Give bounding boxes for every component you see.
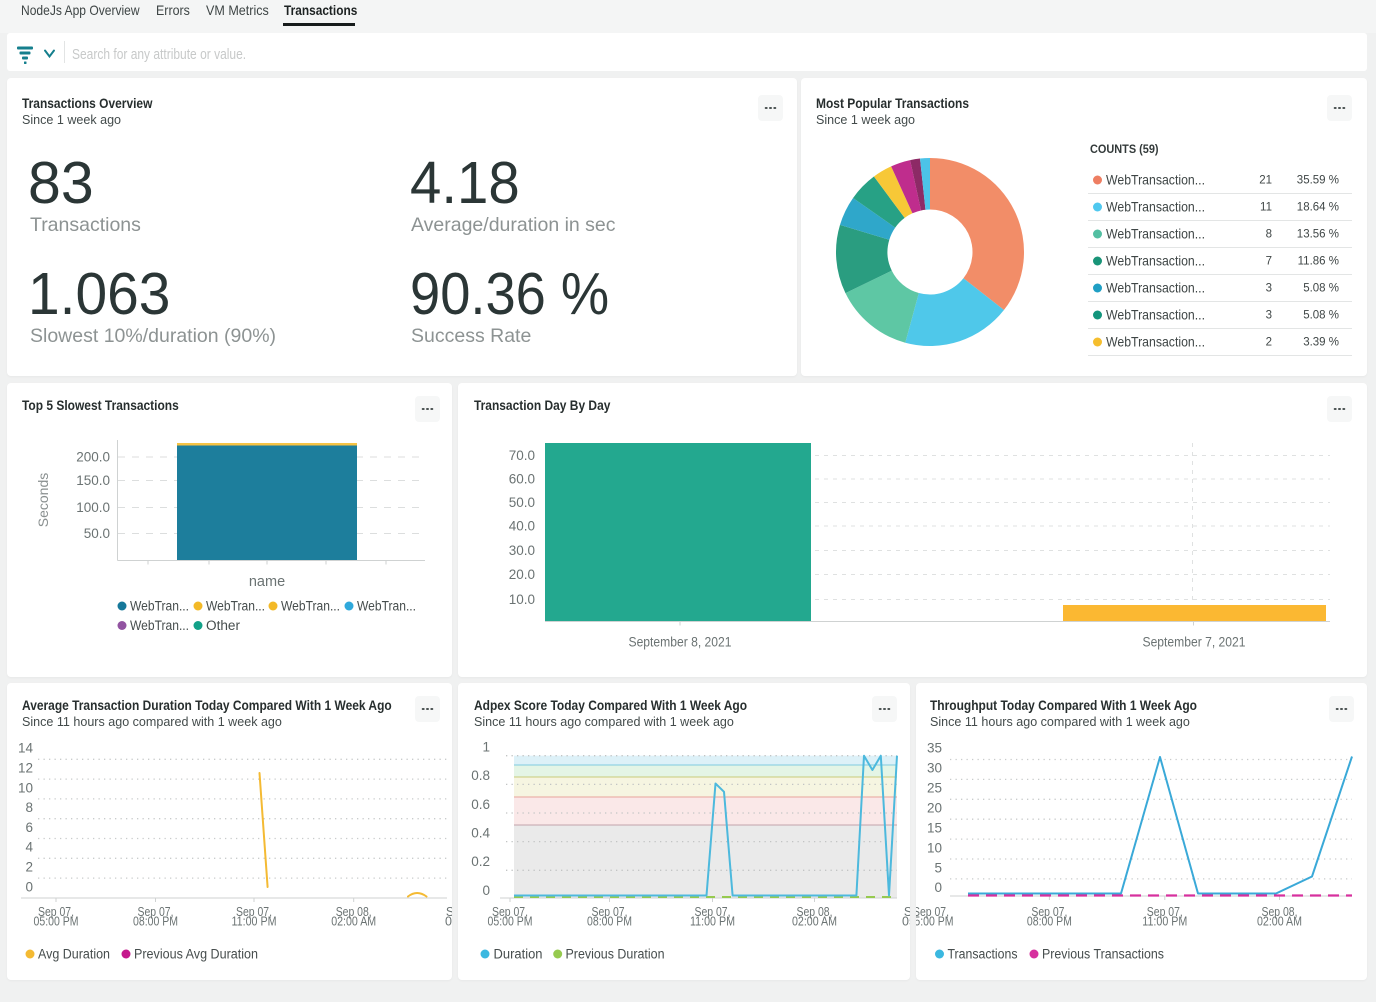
svg-text:11.86 %: 11.86 %: [1298, 256, 1339, 268]
svg-text:100.0: 100.0: [76, 500, 110, 515]
svg-text:Avg Duration: Avg Duration: [38, 947, 110, 962]
svg-text:10.0: 10.0: [509, 592, 535, 607]
svg-text:WebTransaction...: WebTransaction...: [1106, 226, 1205, 242]
svg-text:11:00 PM: 11:00 PM: [690, 915, 735, 929]
svg-text:3: 3: [1266, 310, 1272, 322]
svg-text:15: 15: [927, 821, 942, 836]
svg-text:Sep 07,: Sep 07,: [916, 905, 949, 919]
svg-text:2: 2: [1266, 337, 1272, 349]
svg-text:WebTran...: WebTran...: [130, 618, 189, 633]
svg-text:WebTransaction...: WebTransaction...: [1106, 334, 1205, 350]
svg-text:Other: Other: [206, 618, 241, 633]
svg-text:Sep 08,: Sep 08,: [336, 905, 372, 919]
svg-text:5: 5: [934, 861, 942, 876]
svg-text:11: 11: [1260, 202, 1272, 214]
svg-text:150.0: 150.0: [76, 473, 110, 488]
svg-text:WebTransaction...: WebTransaction...: [1106, 280, 1205, 296]
svg-text:WebTran...: WebTran...: [130, 599, 189, 614]
svg-text:8: 8: [1266, 229, 1272, 241]
svg-text:Seconds: Seconds: [35, 473, 51, 527]
svg-text:WebTransaction...: WebTransaction...: [1106, 307, 1205, 323]
svg-text:WebTransaction...: WebTransaction...: [1106, 199, 1205, 215]
svg-text:Sep 07,: Sep 07,: [695, 905, 731, 919]
svg-text:10: 10: [18, 780, 33, 795]
svg-text:02:00 AM: 02:00 AM: [792, 915, 837, 929]
svg-text:name: name: [249, 574, 285, 590]
svg-text:02:00 AM: 02:00 AM: [331, 915, 376, 929]
svg-text:200.0: 200.0: [76, 450, 110, 465]
svg-text:05: 05: [902, 915, 910, 929]
svg-text:18.64 %: 18.64 %: [1297, 202, 1339, 214]
svg-text:25: 25: [927, 781, 942, 796]
svg-text:0.6: 0.6: [471, 797, 490, 812]
svg-text:05:00 PM: 05:00 PM: [34, 915, 79, 929]
svg-text:3: 3: [1266, 283, 1272, 295]
svg-text:3.39 %: 3.39 %: [1303, 337, 1339, 349]
svg-text:12: 12: [18, 761, 33, 776]
svg-text:60.0: 60.0: [509, 472, 535, 487]
svg-text:02:00 AM: 02:00 AM: [1257, 915, 1302, 929]
svg-text:7: 7: [1266, 256, 1272, 268]
svg-text:Sep 07,: Sep 07,: [236, 905, 272, 919]
svg-text:September 7, 2021: September 7, 2021: [1143, 635, 1246, 650]
svg-text:30.0: 30.0: [509, 543, 535, 558]
svg-text:20: 20: [927, 801, 942, 816]
svg-text:WebTransaction...: WebTransaction...: [1106, 172, 1205, 188]
svg-text:Previous Transactions: Previous Transactions: [1042, 947, 1164, 962]
svg-text:50.0: 50.0: [509, 495, 535, 510]
svg-text:0: 0: [934, 880, 942, 895]
svg-text:S: S: [446, 905, 452, 919]
svg-text:WebTran...: WebTran...: [281, 599, 340, 614]
svg-text:05: 05: [445, 915, 452, 929]
svg-text:Sep 08,: Sep 08,: [797, 905, 833, 919]
svg-text:8: 8: [25, 800, 33, 815]
svg-text:1: 1: [482, 740, 490, 755]
svg-text:0.2: 0.2: [471, 854, 490, 869]
svg-text:5.08 %: 5.08 %: [1303, 283, 1339, 295]
svg-text:Sep 07,: Sep 07,: [1031, 905, 1067, 919]
svg-text:11:00 PM: 11:00 PM: [1142, 915, 1187, 929]
svg-text:Sep 07,: Sep 07,: [138, 905, 174, 919]
svg-text:WebTransaction...: WebTransaction...: [1106, 253, 1205, 269]
svg-text:11:00 PM: 11:00 PM: [232, 915, 277, 929]
svg-text:Sep 07,: Sep 07,: [492, 905, 528, 919]
svg-text:70.0: 70.0: [509, 448, 535, 463]
svg-text:Transactions: Transactions: [948, 947, 1018, 962]
svg-text:08:00 PM: 08:00 PM: [1027, 915, 1072, 929]
svg-text:2: 2: [25, 860, 33, 875]
svg-text:September 8, 2021: September 8, 2021: [629, 635, 732, 650]
svg-text:Previous Avg Duration: Previous Avg Duration: [134, 947, 258, 962]
svg-text:30: 30: [927, 761, 942, 776]
svg-text:0: 0: [482, 883, 490, 898]
svg-text:Sep 07,: Sep 07,: [1147, 905, 1183, 919]
svg-text:21: 21: [1259, 175, 1272, 187]
svg-text:Previous Duration: Previous Duration: [566, 947, 665, 962]
svg-text:Duration: Duration: [494, 947, 543, 962]
svg-text:Sep 07,: Sep 07,: [592, 905, 628, 919]
svg-text:50.0: 50.0: [84, 526, 110, 541]
svg-text:14: 14: [18, 741, 34, 756]
svg-text:13.56 %: 13.56 %: [1297, 229, 1339, 241]
svg-text:10: 10: [927, 841, 942, 856]
svg-text:Sep 07,: Sep 07,: [38, 905, 74, 919]
svg-text:4: 4: [25, 840, 33, 855]
svg-text:05:00 PM: 05:00 PM: [488, 915, 533, 929]
svg-text:40.0: 40.0: [509, 519, 535, 534]
svg-text:05:00 PM: 05:00 PM: [916, 915, 954, 929]
svg-text:0.4: 0.4: [471, 826, 490, 841]
svg-text:WebTran...: WebTran...: [357, 599, 416, 614]
svg-text:Sep 08,: Sep 08,: [1262, 905, 1298, 919]
svg-text:S: S: [904, 905, 910, 919]
svg-text:08:00 PM: 08:00 PM: [587, 915, 632, 929]
svg-text:WebTran...: WebTran...: [206, 599, 265, 614]
svg-text:6: 6: [25, 820, 33, 835]
svg-text:08:00 PM: 08:00 PM: [133, 915, 178, 929]
svg-text:0: 0: [25, 879, 33, 894]
svg-text:35.59 %: 35.59 %: [1297, 175, 1339, 187]
svg-text:5.08 %: 5.08 %: [1303, 310, 1339, 322]
svg-text:35: 35: [927, 741, 942, 756]
svg-text:20.0: 20.0: [509, 567, 535, 582]
svg-text:0.8: 0.8: [471, 768, 490, 783]
